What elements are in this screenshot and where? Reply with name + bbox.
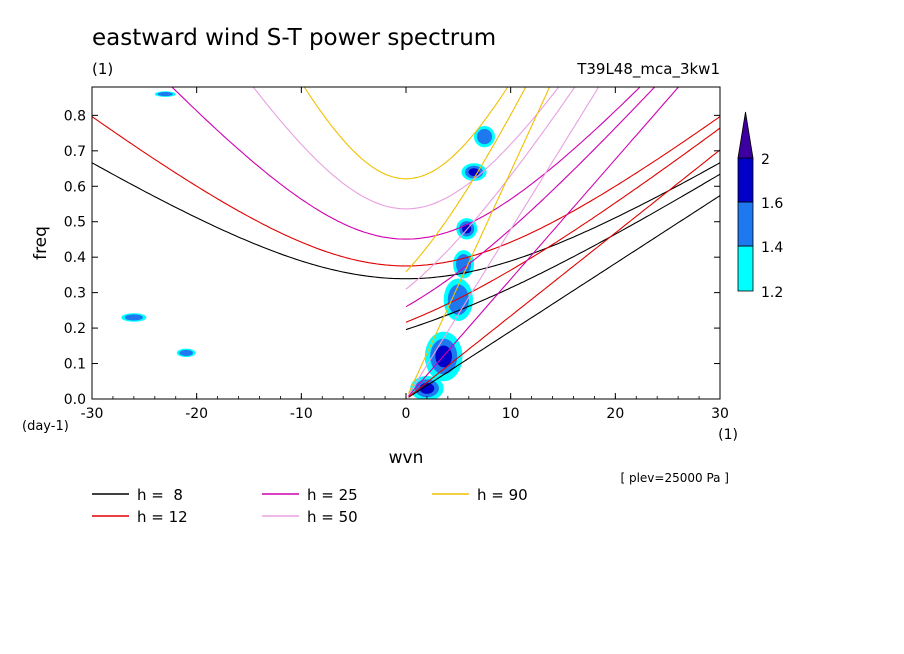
colorbar-segment (737, 157, 754, 203)
x-tick-label: 10 (502, 406, 520, 422)
chart-title: eastward wind S-T power spectrum (92, 25, 496, 51)
rossby-curve (403, 398, 406, 399)
legend-label: h = 50 (307, 508, 358, 526)
inertia-gravity-curve (171, 87, 641, 240)
kelvin-curve (408, 87, 600, 396)
kelvin-curve (408, 195, 720, 398)
inertia-gravity-curve (252, 87, 560, 210)
y-tick-label: 0.0 (64, 392, 86, 408)
kelvin-curve (408, 87, 551, 394)
mixed-rossby-gravity-curve (405, 127, 720, 323)
rossby-curve (403, 398, 406, 399)
x-tick-label: 0 (402, 406, 411, 422)
x-tick-label: -10 (290, 406, 313, 422)
mixed-rossby-gravity-curve (405, 87, 656, 308)
y-tick-label: 0.4 (64, 250, 86, 266)
legend-label: h = 90 (477, 486, 528, 504)
contour-blob (124, 314, 143, 321)
kelvin-curve (408, 87, 680, 397)
colorbar-extend-triangle (737, 111, 754, 159)
y-axis-unit: (day-1) (22, 419, 69, 434)
y-tick-label: 0.7 (64, 144, 86, 160)
plot-background (92, 87, 720, 399)
colorbar: 1.2 1.4 1.6 2 (737, 111, 783, 301)
rossby-curve (405, 398, 406, 399)
rossby-curve (404, 398, 406, 399)
plot-area (92, 87, 720, 399)
chart-subtitle-left: (1) (92, 60, 113, 78)
inertia-gravity-curve (92, 162, 720, 280)
x-axis-label: wvn (389, 448, 424, 468)
y-axis-label: freq (31, 226, 51, 260)
x-tick-label: -30 (81, 406, 104, 422)
x-axis: -30 -20 -10 0 10 20 30 (81, 87, 729, 422)
mixed-rossby-gravity-curve (405, 87, 527, 273)
colorbar-segment (737, 201, 754, 247)
chart-subtitle-right: T39L48_mca_3kw1 (576, 60, 720, 79)
x-tick-label: -20 (185, 406, 208, 422)
colorbar-label: 1.2 (761, 285, 783, 301)
x-axis-unit: (1) (718, 427, 738, 443)
kelvin-curve (408, 149, 720, 398)
legend-label: h = 8 (137, 486, 183, 504)
inertia-gravity-curve (92, 116, 720, 267)
colorbar-label: 2 (761, 152, 770, 168)
x-tick-label: 20 (606, 406, 624, 422)
dispersion-curve-layer (92, 87, 720, 399)
contour-blob (157, 92, 173, 97)
y-tick-label: 0.5 (64, 215, 86, 231)
y-tick-label: 0.3 (64, 286, 86, 302)
y-tick-label: 0.1 (64, 357, 86, 373)
mixed-rossby-gravity-curve (405, 173, 720, 331)
legend-label: h = 12 (137, 508, 188, 526)
inertia-gravity-curve (303, 87, 509, 180)
colorbar-label: 1.6 (761, 196, 783, 212)
level-note: [ plev=25000 Pa ] (620, 471, 729, 485)
rossby-curve (404, 398, 406, 399)
y-tick-label: 0.8 (64, 108, 86, 124)
colorbar-segment (737, 245, 754, 292)
colorbar-label: 1.4 (761, 240, 783, 256)
contour-blob (179, 349, 193, 356)
y-tick-label: 0.6 (64, 179, 86, 195)
y-tick-label: 0.2 (64, 321, 86, 337)
curve-legend: h = 8 h = 12 h = 25 h = 50 h = 90 (92, 486, 528, 526)
contour-blob (476, 128, 493, 145)
mixed-rossby-gravity-curve (405, 87, 576, 290)
contour-blob (447, 284, 469, 316)
x-tick-label: 30 (711, 406, 729, 422)
legend-label: h = 25 (307, 486, 358, 504)
y-axis: 0.0 0.1 0.2 0.3 0.4 0.5 0.6 0.7 0.8 (64, 108, 720, 408)
